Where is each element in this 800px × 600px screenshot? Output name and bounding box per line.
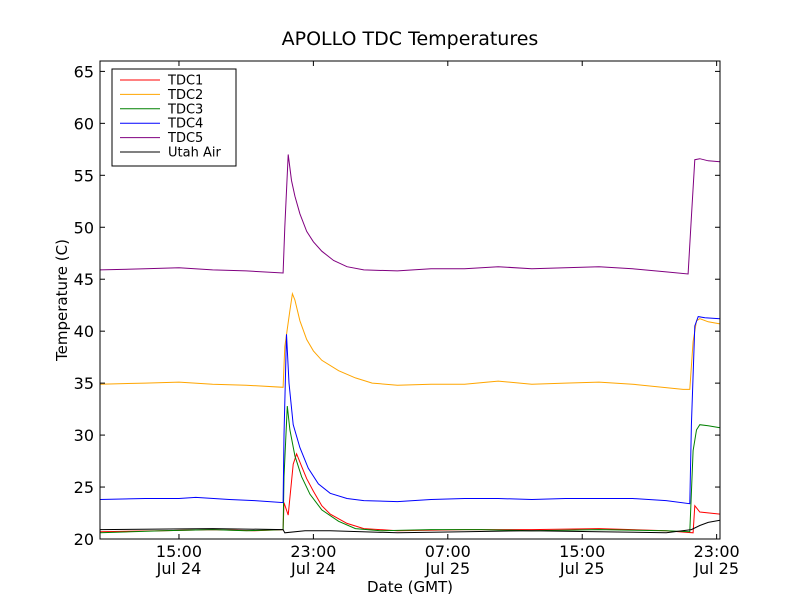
y-tick-label: 50 [74,218,94,237]
x-tick-label-time: 15:00 [156,542,202,561]
y-tick-label: 60 [74,114,94,133]
x-tick-label-date: Jul 25 [559,559,605,578]
legend-box [111,68,237,167]
y-tick-label: 65 [74,62,94,81]
y-tick-label: 30 [74,426,94,445]
y-tick-label: 45 [74,270,94,289]
x-tick-label-time: 07:00 [425,542,471,561]
x-axis-title: Date (GMT) [367,578,453,596]
x-tick-label-date: Jul 24 [156,559,202,578]
legend-entry-label: TDC1 [167,74,203,89]
x-tick-label-date: Jul 25 [693,559,739,578]
series-line-tdc5 [99,154,721,275]
series-line-utah-air [99,519,721,534]
series-line-tdc2 [99,291,721,390]
x-tick-label-date: Jul 24 [290,559,336,578]
x-tick-label-time: 15:00 [559,542,605,561]
legend-entry-label: Utah Air [168,146,221,161]
x-tick-label-date: Jul 25 [424,559,470,578]
legend-entry-label: TDC5 [167,131,203,146]
y-axis-title: Temperature (C) [53,239,71,362]
y-tick-label: 35 [74,374,94,393]
y-tick-label: 55 [74,166,94,185]
chart-title: APOLLO TDC Temperatures [282,28,539,50]
y-tick-label: 20 [74,530,94,549]
x-tick-label-time: 23:00 [290,542,336,561]
legend-entry-label: TDC4 [167,117,203,132]
x-tick-label-time: 23:00 [694,542,740,561]
legend-entry-label: TDC3 [167,102,203,117]
plot-area-frame [99,60,721,540]
y-tick-label: 40 [74,322,94,341]
legend-entry-label: TDC2 [167,88,203,103]
series-line-tdc4 [99,316,721,505]
series-line-tdc3 [99,405,721,534]
series-layer [99,154,721,534]
y-tick-label: 25 [74,478,94,497]
